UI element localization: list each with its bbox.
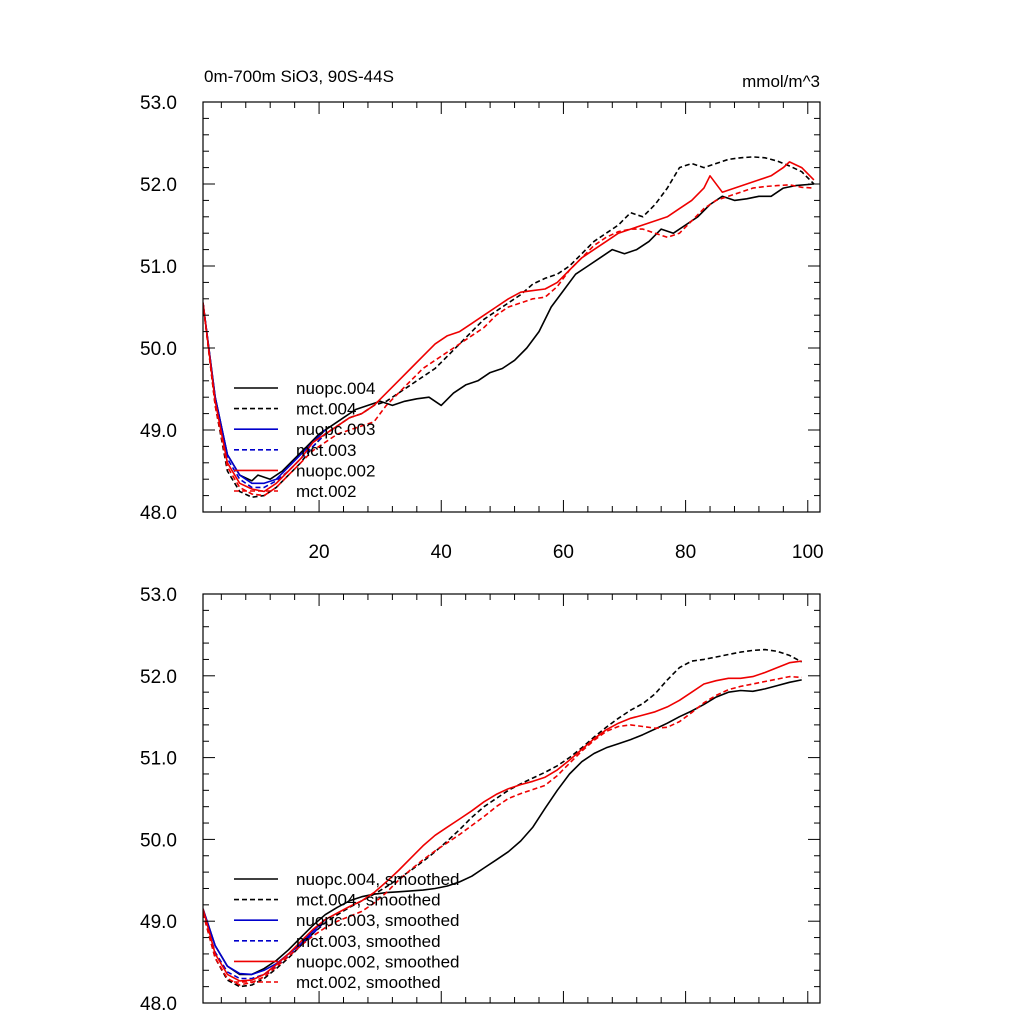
y-tick-label: 49.0 xyxy=(140,912,177,933)
y-tick-label: 50.0 xyxy=(140,830,177,851)
series-line-3 xyxy=(203,302,326,485)
legend-label: nuopc.002 xyxy=(296,461,375,480)
series-group xyxy=(203,156,815,498)
series-line-2 xyxy=(203,156,815,498)
x-tick-label: 100 xyxy=(792,542,824,563)
y-tick-label: 51.0 xyxy=(140,257,177,278)
series-line-1 xyxy=(203,183,814,482)
plot-frame xyxy=(202,593,821,1004)
legend-label: nuopc.004 xyxy=(296,379,375,398)
x-tick-label: 20 xyxy=(308,542,329,563)
y-tick-label: 53.0 xyxy=(140,93,177,114)
legend-label: nuopc.004, smoothed xyxy=(296,870,460,889)
legend-label: nuopc.003, smoothed xyxy=(296,911,460,930)
x-tick-label: 40 xyxy=(431,542,452,563)
legend-label: mct.004, smoothed xyxy=(296,891,441,910)
bottom-panel: 48.0 49.0 50.0 51.0 52.0 53.0 nuopc.004, smoot… xyxy=(140,585,821,1015)
x-tick-label: 60 xyxy=(553,542,574,563)
y-tick-label: 48.0 xyxy=(140,503,177,524)
series-line-1 xyxy=(203,679,802,976)
y-tick-label: 49.0 xyxy=(140,421,177,442)
series-line-6 xyxy=(203,675,802,986)
top-panel: 20 40 60 80 100 48.0 49.0 50.0 51.0 52.0 53.0 nuopc… xyxy=(140,93,824,563)
y-tick-label: 50.0 xyxy=(140,339,177,360)
x-tick-label: 80 xyxy=(675,542,696,563)
legend-label: mct.003, smoothed xyxy=(296,932,441,951)
legend-label: nuopc.003 xyxy=(296,420,375,439)
plot-frame xyxy=(202,101,821,513)
series-line-5 xyxy=(203,660,802,982)
chart-title: 0m-700m SiO3, 90S-44S xyxy=(204,67,394,86)
series-group xyxy=(203,648,803,988)
y-tick-label: 53.0 xyxy=(140,585,177,606)
legend-label: mct.004 xyxy=(296,400,356,419)
series-line-6 xyxy=(203,184,814,497)
legend-label: nuopc.002, smoothed xyxy=(296,952,460,971)
y-tick-label: 51.0 xyxy=(140,749,177,770)
y-tick-label: 52.0 xyxy=(140,667,177,688)
series-line-5 xyxy=(203,161,815,493)
legend-label: mct.003 xyxy=(296,441,356,460)
y-tick-label: 48.0 xyxy=(140,994,177,1015)
legend-label: mct.002, smoothed xyxy=(296,973,441,992)
series-line-3 xyxy=(203,908,326,976)
y-tick-label: 52.0 xyxy=(140,175,177,196)
legend-label: mct.002 xyxy=(296,482,356,501)
units-label: mmol/m^3 xyxy=(742,72,820,91)
